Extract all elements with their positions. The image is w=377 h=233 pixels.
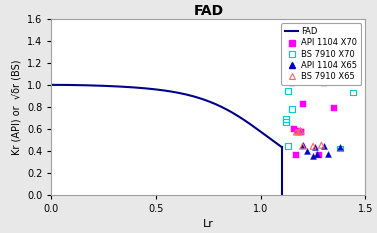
Point <box>310 154 316 158</box>
Point <box>296 129 302 133</box>
Point <box>337 147 343 150</box>
Point <box>331 106 337 110</box>
Point <box>297 130 303 134</box>
Point <box>300 102 306 105</box>
Point <box>312 145 318 149</box>
Point <box>320 81 326 85</box>
Point <box>283 46 289 49</box>
Point <box>325 152 331 156</box>
X-axis label: Lr: Lr <box>203 219 214 229</box>
Point <box>289 81 295 85</box>
Point <box>297 129 303 133</box>
Point <box>297 129 303 133</box>
Point <box>337 145 343 149</box>
Point <box>283 117 289 121</box>
Point <box>296 130 302 134</box>
Point <box>310 144 316 148</box>
Point <box>285 144 291 148</box>
Point <box>314 152 320 156</box>
Point <box>291 127 297 130</box>
Point <box>304 149 310 153</box>
Point <box>297 130 303 134</box>
Point <box>293 153 299 157</box>
Point <box>319 143 325 147</box>
Point <box>293 130 299 134</box>
Point <box>293 75 299 79</box>
Point <box>285 89 291 93</box>
Point <box>350 91 356 94</box>
Legend: FAD, API 1104 X70, BS 7910 X70, API 1104 X65, BS 7910 X65: FAD, API 1104 X70, BS 7910 X70, API 1104… <box>281 23 361 85</box>
Point <box>316 153 322 157</box>
Point <box>289 107 295 111</box>
Point <box>320 144 326 148</box>
Point <box>300 143 306 147</box>
Title: FAD: FAD <box>193 4 224 18</box>
Point <box>283 120 289 124</box>
Y-axis label: Kr (API) or  √δr (BS): Kr (API) or √δr (BS) <box>11 59 21 154</box>
Point <box>300 144 306 148</box>
